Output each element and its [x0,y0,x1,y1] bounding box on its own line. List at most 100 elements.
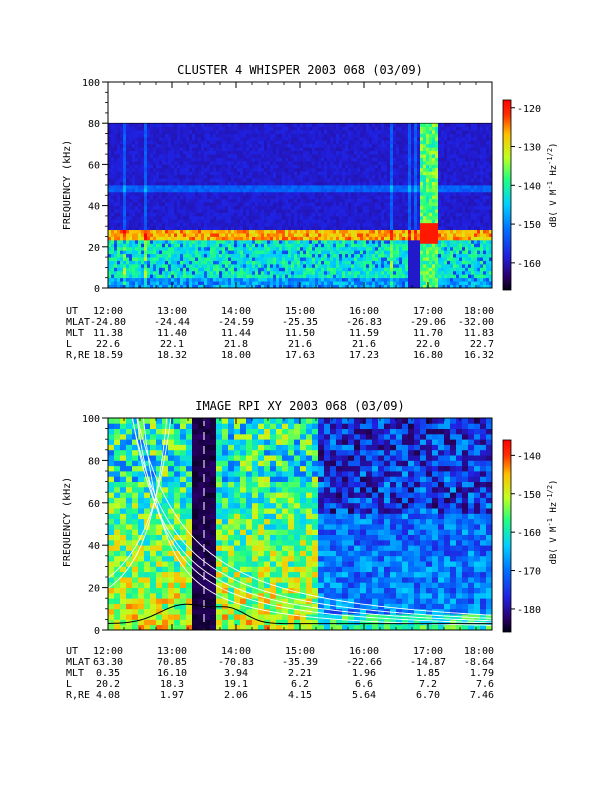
spectrogram-cell [318,174,322,179]
spectrogram-cell [291,185,295,189]
spectrogram-cell [246,140,250,145]
spectrogram-cell [333,253,337,258]
spectrogram-cell [288,246,292,251]
spectrogram-cell [117,277,121,282]
spectrogram-cell [375,236,379,241]
spectrogram-cell [309,147,313,152]
spectrogram-cell [303,215,307,220]
spectrogram-cell [381,226,385,231]
spectrogram-cell [279,178,283,182]
spectrogram-cell [183,188,187,193]
spectrogram-cell [213,164,217,169]
spectrogram-cell [390,191,394,196]
spectrogram-cell [111,140,115,145]
spectrogram-cell [243,270,247,275]
spectrogram-cell [183,126,187,131]
spectrogram-cell [216,188,220,193]
spectrogram-cell [126,274,130,279]
spectrogram-cell [246,277,250,282]
spectrogram-cell [198,239,202,244]
spectrogram-cell [402,284,406,288]
spectrogram-cell [237,267,241,272]
spectrogram-cell [219,126,223,131]
spectrogram-cell [402,229,406,234]
spectrogram-cell [324,222,328,227]
spectrogram-cell [333,143,337,148]
spectrogram-cell [132,174,136,179]
spectrogram-cell [234,174,238,179]
spectrogram-cell [282,167,286,172]
spectrogram-cell [183,205,187,210]
spectrogram-cell [225,150,229,155]
spectrogram-cell [315,209,319,213]
spectrogram-cell [216,202,220,206]
spectrogram-cell [249,185,253,189]
spectrogram-cell [210,157,214,162]
spectrogram-cell [309,243,313,248]
spectrogram-cell [366,185,370,189]
spectrogram-cell [390,215,394,220]
spectrogram-cell [342,202,346,206]
spectrogram-cell [291,130,295,134]
spectrogram-cell [267,267,271,272]
spectrogram-cell [321,130,325,134]
spectrogram-cell [186,226,190,231]
spectrogram-cell [372,178,376,182]
spectrogram-cell [369,191,373,196]
spectrogram-cell [282,243,286,248]
spectrogram-cell [327,257,331,261]
spectrogram-cell [363,150,367,155]
spectrogram-cell [135,154,139,158]
spectrogram-cell [417,191,421,196]
spectrogram-cell [390,188,394,193]
spectrogram-cell [222,246,226,251]
spectrogram-cell [360,263,364,268]
spectrogram-cell [276,215,280,220]
spectrogram-cell [354,250,358,255]
spectrogram-cell [111,178,115,182]
spectrogram-cell [240,198,244,203]
spectrogram-cell [390,181,394,186]
spectrogram-cell [381,140,385,145]
spectrogram-cell [405,260,409,265]
spectrogram-cell [189,219,193,224]
spectrogram-cell [342,167,346,172]
spectrogram-cell [228,140,232,145]
spectrogram-cell [126,284,130,288]
spectrogram-cell [252,154,256,158]
spectrogram-cell [285,236,289,241]
spectrogram-cell [150,246,154,251]
spectrogram-cell [225,164,229,169]
spectrogram-cell [234,222,238,227]
spectrogram-cell [186,233,190,237]
spectrogram-cell [219,284,223,288]
spectrogram-cell [204,253,208,258]
spectrogram-cell [321,246,325,251]
spectrogram-cell [183,130,187,134]
spectrogram-cell [213,229,217,234]
spectrogram-cell [399,198,403,203]
spectrogram-cell [369,229,373,234]
spectrogram-cell [294,284,298,288]
spectrogram-cell [156,219,160,224]
spectrogram-cell [237,284,241,288]
spectrogram-cell [204,150,208,155]
spectrogram-cell [285,181,289,186]
spectrogram-cell [165,160,169,165]
spectrogram-cell [255,236,259,241]
spectrogram-cell [216,236,220,241]
spectrogram-cell [174,222,178,227]
spectrogram-cell [156,226,160,231]
spectrogram-cell [312,123,316,128]
spectrogram-cell [324,188,328,193]
spectrogram-cell [297,284,301,288]
spectrogram-cell [237,167,241,172]
spectrogram-cell [123,123,127,128]
spectrogram-cell [228,215,232,220]
spectrogram-cell [306,195,310,200]
spectrogram-cell [159,229,163,234]
spectrogram-cell [111,150,115,155]
spectrogram-cell [165,233,169,237]
spectrogram-cell [279,284,283,288]
spectrogram-cell [372,147,376,152]
